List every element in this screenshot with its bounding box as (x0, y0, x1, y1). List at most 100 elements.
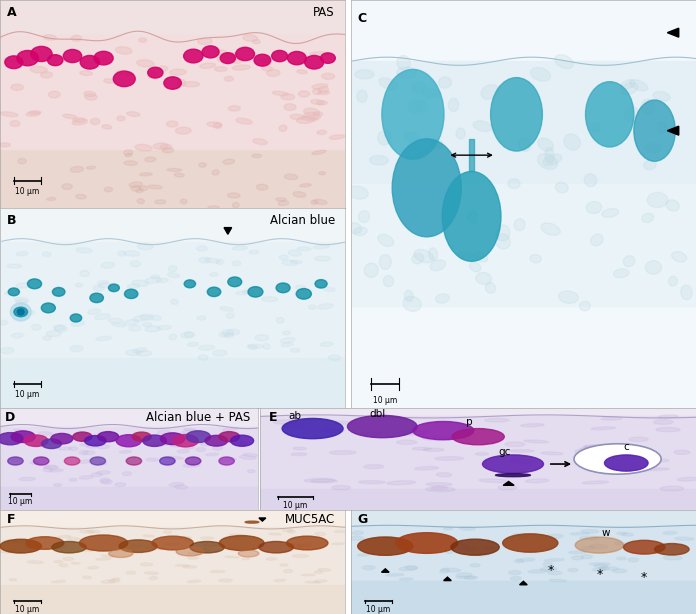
Ellipse shape (17, 50, 38, 66)
Ellipse shape (412, 254, 424, 264)
Ellipse shape (592, 568, 606, 571)
Ellipse shape (16, 252, 28, 256)
Ellipse shape (303, 112, 321, 120)
Ellipse shape (545, 147, 554, 163)
Ellipse shape (459, 527, 475, 530)
Ellipse shape (155, 200, 166, 204)
Ellipse shape (228, 329, 239, 335)
Ellipse shape (672, 252, 687, 262)
Ellipse shape (236, 118, 252, 124)
Ellipse shape (152, 536, 193, 550)
Ellipse shape (480, 479, 509, 483)
Polygon shape (667, 28, 679, 37)
Ellipse shape (569, 551, 586, 554)
Ellipse shape (90, 119, 100, 125)
Ellipse shape (119, 540, 157, 553)
Ellipse shape (318, 569, 331, 571)
Ellipse shape (409, 101, 422, 113)
Ellipse shape (148, 67, 163, 78)
Ellipse shape (117, 71, 134, 76)
Ellipse shape (219, 432, 239, 441)
Ellipse shape (442, 171, 501, 262)
Ellipse shape (196, 448, 205, 451)
Ellipse shape (253, 139, 267, 144)
Ellipse shape (200, 537, 214, 539)
Ellipse shape (140, 563, 153, 566)
Ellipse shape (15, 300, 27, 304)
Ellipse shape (435, 457, 464, 460)
Ellipse shape (404, 132, 419, 143)
Ellipse shape (132, 432, 151, 441)
Ellipse shape (590, 562, 610, 565)
Ellipse shape (148, 185, 162, 189)
Ellipse shape (663, 556, 682, 560)
Ellipse shape (574, 444, 661, 474)
Ellipse shape (255, 335, 269, 341)
Ellipse shape (508, 570, 521, 575)
Ellipse shape (62, 184, 72, 190)
Ellipse shape (318, 91, 330, 95)
Ellipse shape (109, 284, 119, 292)
Bar (0, 149, 345, 208)
Ellipse shape (14, 540, 26, 543)
Text: G: G (358, 513, 368, 526)
Ellipse shape (281, 94, 294, 100)
Ellipse shape (175, 127, 191, 134)
Ellipse shape (362, 565, 375, 570)
Text: D: D (5, 411, 15, 424)
Ellipse shape (5, 56, 23, 69)
Ellipse shape (496, 234, 510, 249)
Ellipse shape (404, 290, 413, 301)
Ellipse shape (505, 442, 525, 446)
Text: E: E (269, 411, 278, 424)
Ellipse shape (290, 348, 300, 352)
Ellipse shape (0, 539, 42, 553)
Text: 10 μm: 10 μm (283, 500, 308, 510)
Ellipse shape (415, 467, 438, 470)
Ellipse shape (151, 547, 164, 550)
Ellipse shape (292, 554, 308, 558)
Ellipse shape (221, 458, 237, 462)
Ellipse shape (517, 558, 535, 562)
Ellipse shape (219, 535, 264, 551)
Ellipse shape (473, 121, 492, 131)
Ellipse shape (496, 473, 530, 476)
Ellipse shape (304, 478, 335, 482)
Bar (351, 61, 696, 184)
Ellipse shape (661, 486, 683, 491)
Ellipse shape (217, 55, 234, 62)
Ellipse shape (498, 486, 517, 490)
Ellipse shape (510, 577, 521, 580)
Ellipse shape (222, 330, 233, 336)
Ellipse shape (169, 334, 177, 340)
Ellipse shape (272, 91, 288, 96)
Ellipse shape (248, 287, 263, 297)
Ellipse shape (113, 71, 135, 87)
Ellipse shape (187, 580, 201, 583)
Ellipse shape (303, 108, 319, 115)
Ellipse shape (174, 173, 184, 177)
Ellipse shape (509, 449, 534, 452)
Ellipse shape (467, 211, 477, 223)
Ellipse shape (267, 69, 280, 76)
Ellipse shape (18, 158, 26, 164)
Ellipse shape (40, 72, 53, 78)
Ellipse shape (200, 63, 216, 68)
Ellipse shape (42, 439, 61, 449)
Ellipse shape (349, 223, 362, 233)
Ellipse shape (280, 564, 288, 566)
Ellipse shape (575, 449, 589, 453)
Ellipse shape (641, 459, 670, 462)
Ellipse shape (8, 457, 23, 465)
Ellipse shape (85, 94, 97, 100)
Ellipse shape (160, 144, 172, 150)
Ellipse shape (613, 269, 629, 278)
Ellipse shape (363, 465, 383, 468)
Ellipse shape (623, 255, 635, 266)
Ellipse shape (612, 569, 626, 573)
Polygon shape (443, 577, 451, 581)
Ellipse shape (431, 486, 448, 490)
Ellipse shape (140, 173, 152, 176)
Ellipse shape (357, 554, 370, 556)
Ellipse shape (283, 529, 292, 532)
